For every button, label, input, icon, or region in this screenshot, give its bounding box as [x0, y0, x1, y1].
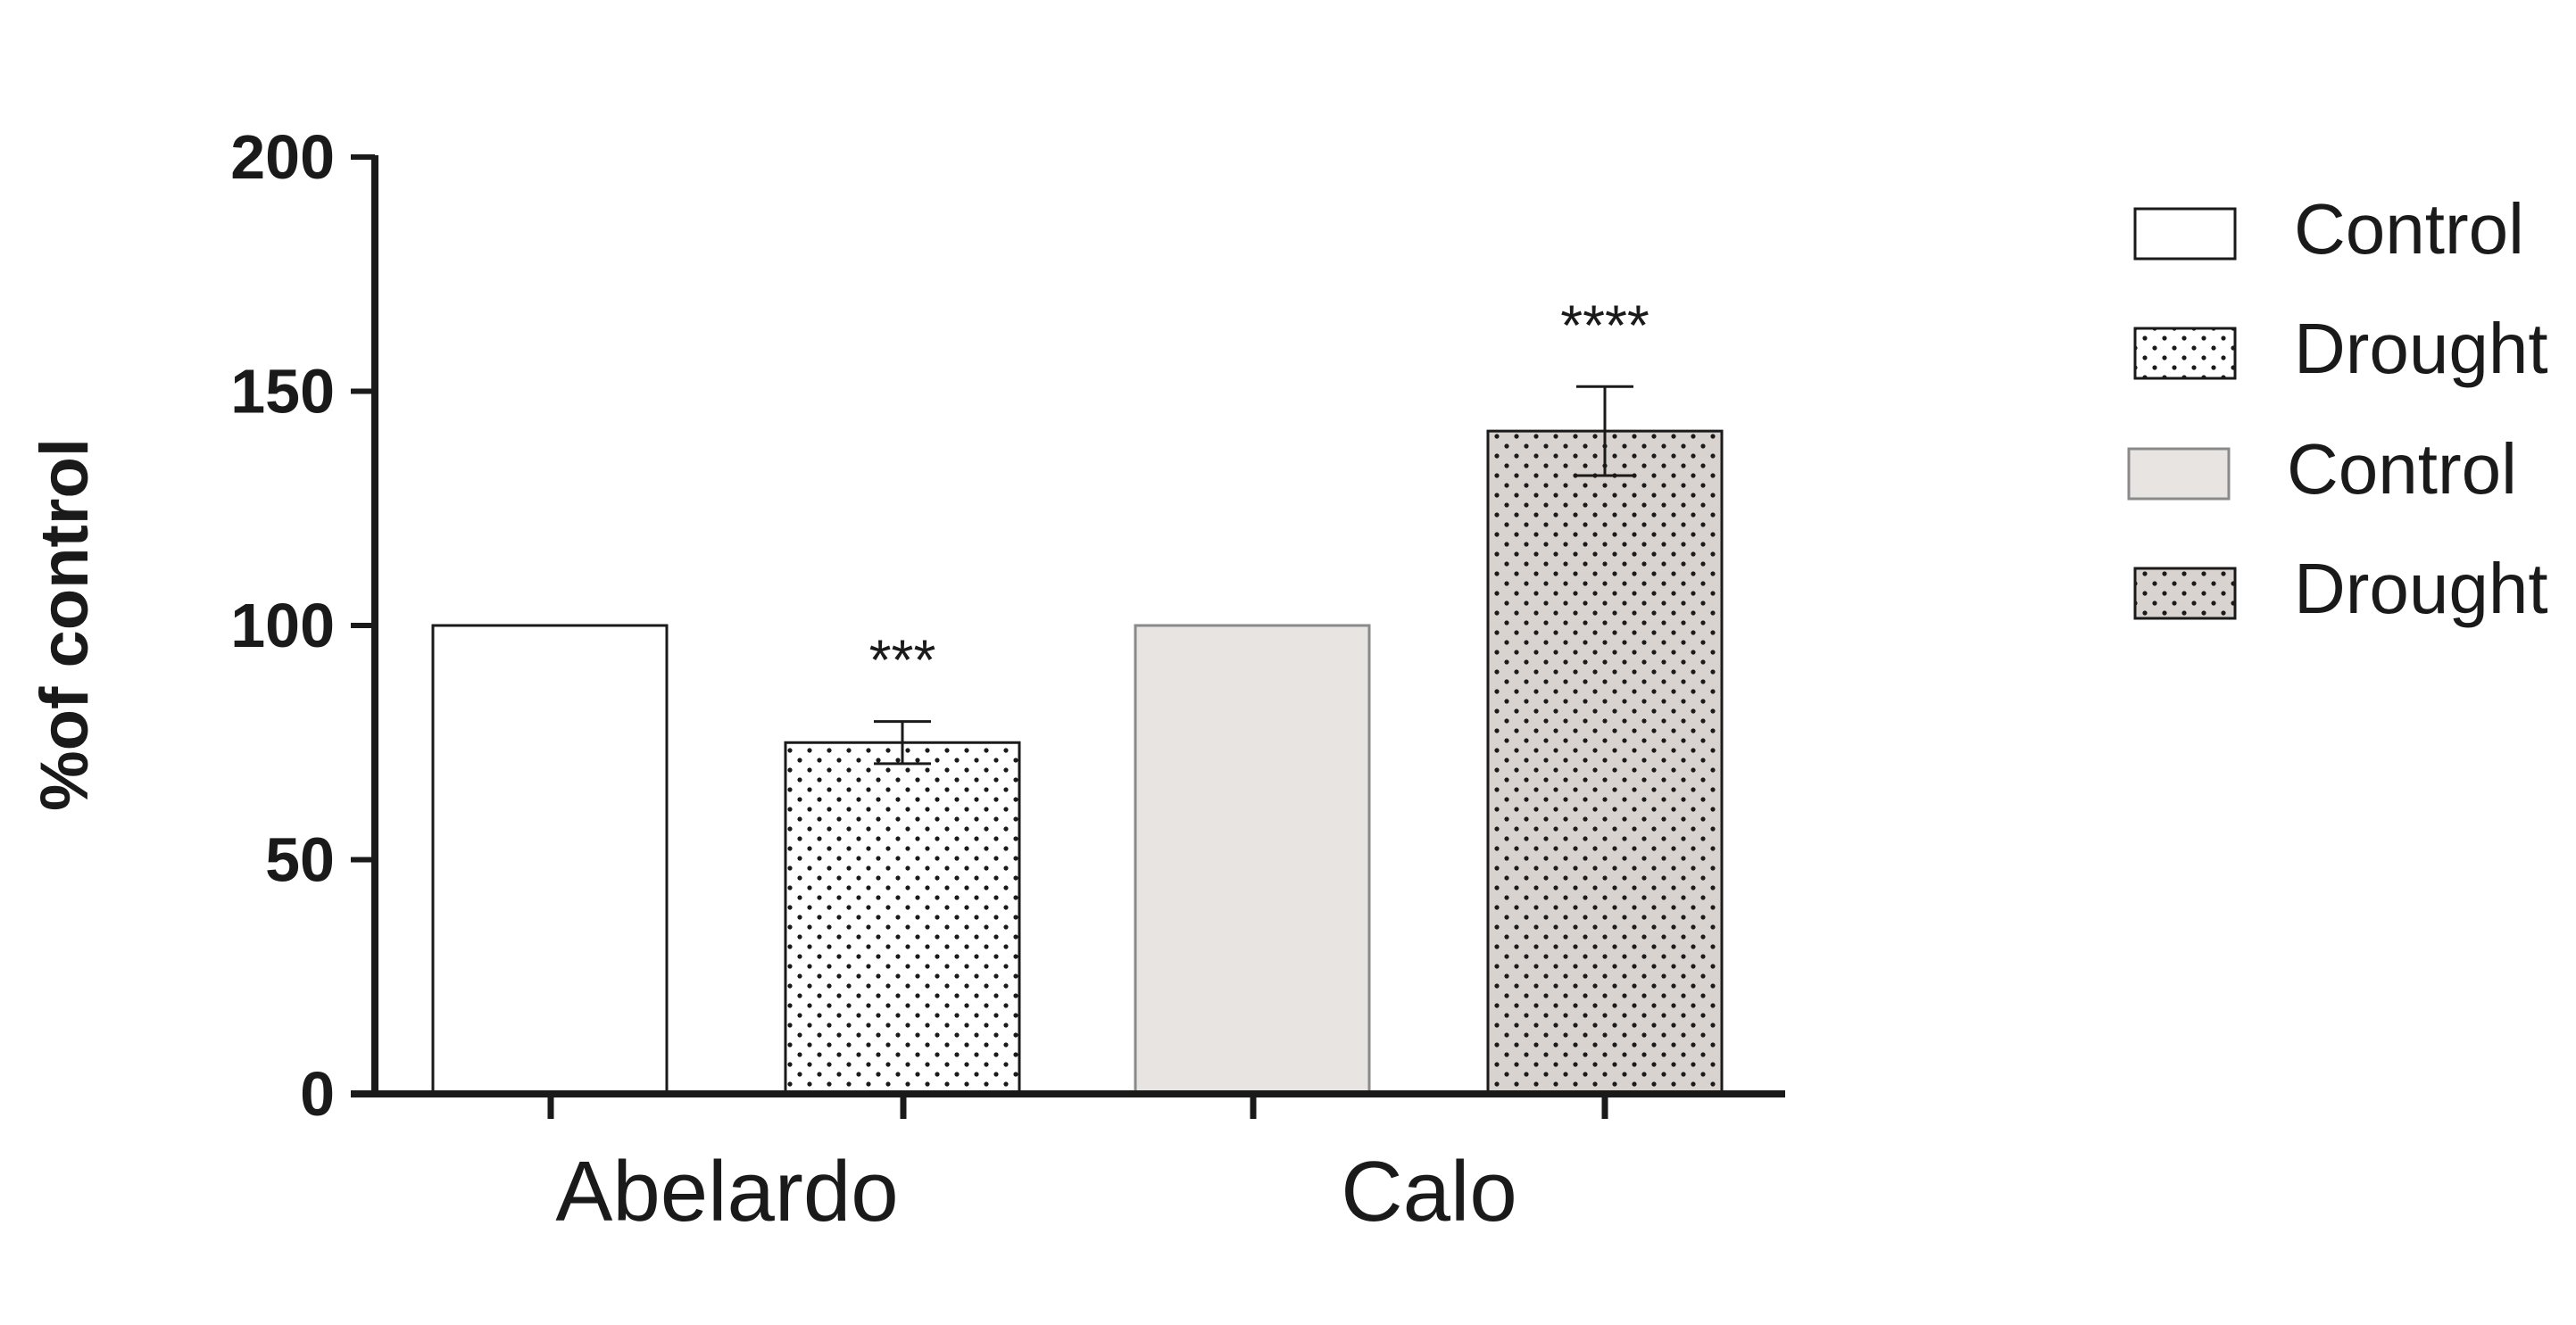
legend-swatch-2	[2127, 447, 2231, 501]
legend-label-1: Drought	[2294, 309, 2548, 388]
y-axis-title: %of control	[27, 438, 103, 811]
y-tick-label-50: 50	[265, 825, 335, 895]
bar-abelardo-control	[431, 624, 669, 1096]
y-tick-label-100: 100	[230, 591, 335, 660]
x-group-label-calo: Calo	[1341, 1144, 1517, 1239]
legend-label-0: Control	[2294, 189, 2524, 269]
y-tick-label-150: 150	[230, 357, 335, 426]
bar-calo-control	[1134, 624, 1371, 1096]
significance-label-3: ****	[1560, 293, 1649, 357]
legend-label-2: Control	[2287, 429, 2517, 509]
axes-layer: 0 50 100 150 200 Abelardo Calo %of control	[27, 122, 1785, 1239]
x-group-label-abelardo: Abelardo	[555, 1144, 898, 1239]
legend: Control Drought Control Drought	[2127, 189, 2548, 628]
legend-swatch-1	[2133, 327, 2237, 380]
legend-swatch-0	[2133, 207, 2237, 261]
legend-label-3: Drought	[2294, 549, 2548, 628]
bar-abelardo-drought	[784, 741, 1021, 1096]
significance-label-1: ***	[869, 628, 936, 692]
bars-layer: *******	[431, 293, 1724, 1096]
y-tick-label-0: 0	[300, 1059, 335, 1129]
legend-swatch-3	[2133, 567, 2237, 620]
y-tick-label-200: 200	[230, 122, 335, 192]
bar-calo-drought	[1486, 429, 1724, 1096]
